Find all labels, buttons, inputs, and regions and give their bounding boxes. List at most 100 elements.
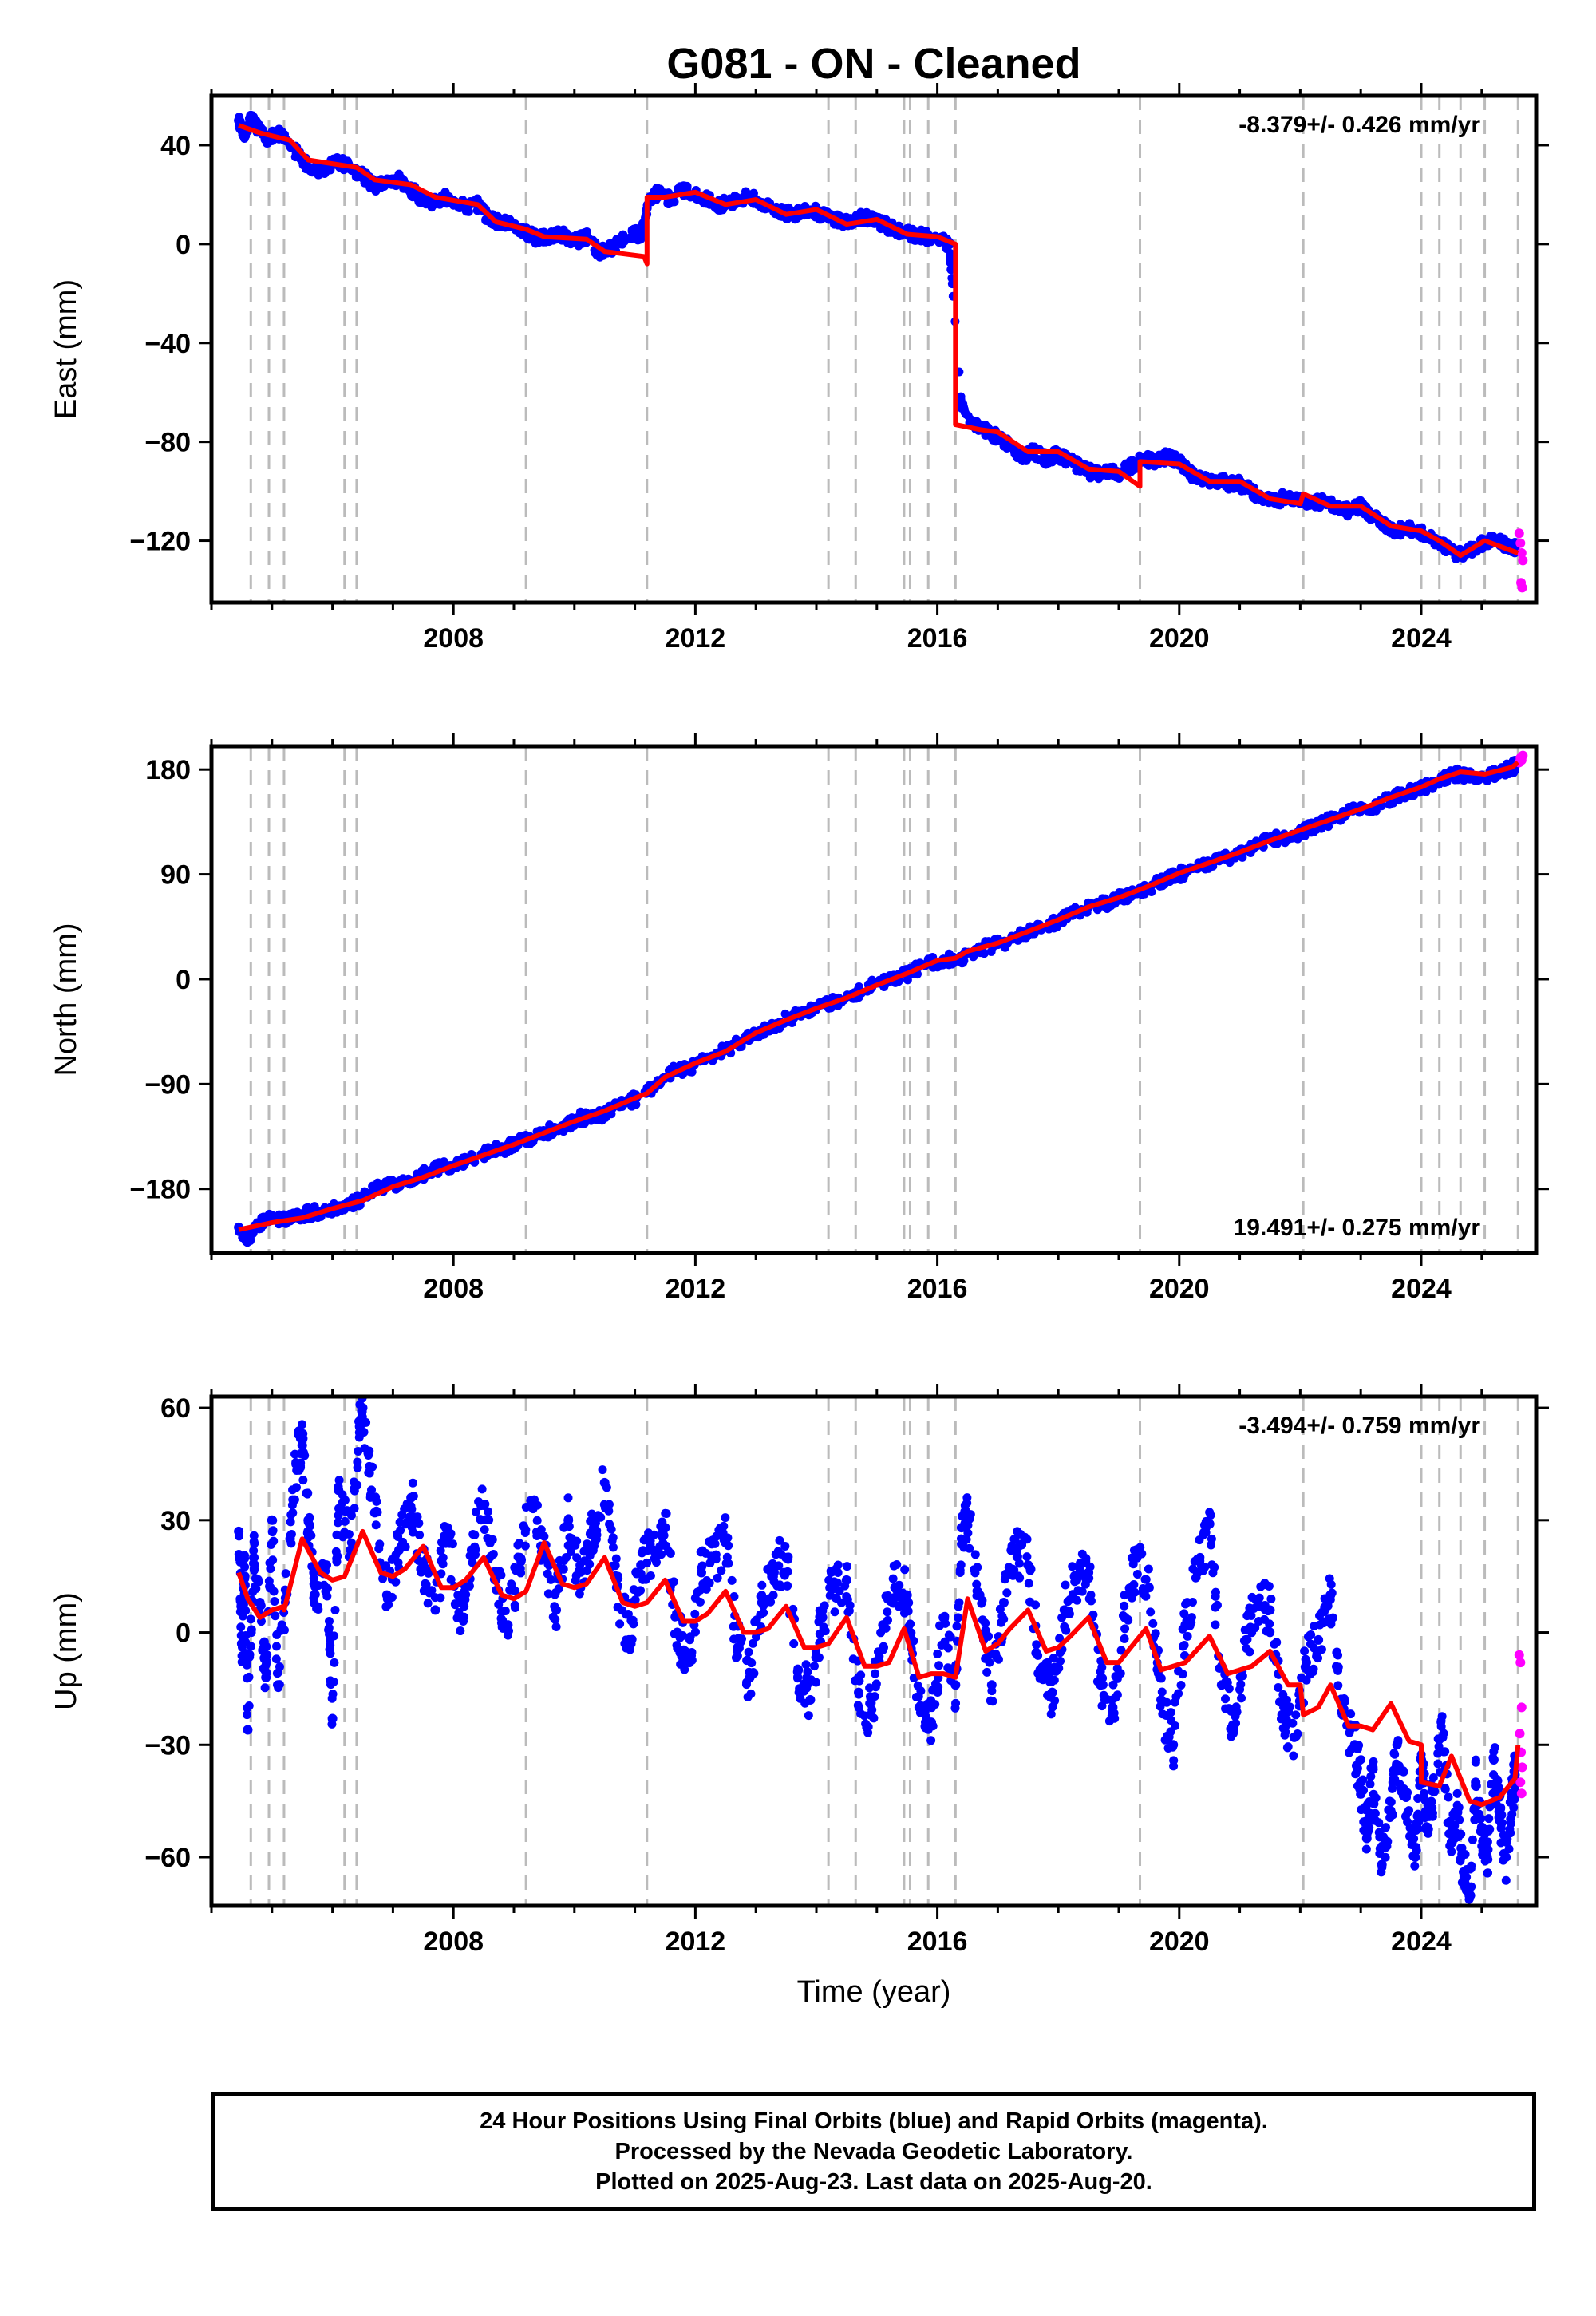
final-orbit-point [1436, 1717, 1445, 1725]
final-orbit-point [247, 1614, 255, 1623]
final-orbit-point [551, 1615, 559, 1624]
time-series-figure: G081 - ON - Cleaned 2008 2012 2016 2020 2024… [0, 0, 1596, 2316]
final-orbit-point [1472, 1756, 1480, 1765]
final-orbit-point [1278, 1710, 1287, 1720]
final-orbit-point [889, 1575, 898, 1583]
final-orbit-point [832, 1564, 840, 1573]
final-orbit-point [504, 1631, 512, 1640]
final-orbit-point [437, 1547, 445, 1555]
rapid-orbit-point [1517, 1702, 1527, 1712]
final-orbit-point [488, 1535, 497, 1544]
final-orbit-point [1497, 1820, 1506, 1828]
final-orbit-point [1389, 1749, 1398, 1757]
final-orbit-point [286, 1534, 295, 1543]
final-orbit-point [871, 1682, 880, 1691]
final-orbit-point [1260, 1615, 1269, 1624]
final-orbit-point [1471, 1777, 1480, 1787]
final-orbit-point [1452, 1808, 1462, 1817]
final-orbit-point [240, 131, 250, 140]
final-orbit-point [1332, 1648, 1341, 1657]
final-orbit-point [478, 1484, 487, 1493]
final-orbit-point [721, 1513, 729, 1522]
final-orbit-point [1393, 1740, 1402, 1749]
final-orbit-point [1060, 1622, 1069, 1631]
final-orbit-point [1211, 1592, 1220, 1601]
final-orbit-point [775, 1536, 784, 1545]
final-orbit-point [1289, 1751, 1298, 1760]
final-orbit-point [1501, 1852, 1511, 1862]
final-orbit-point [354, 1464, 362, 1472]
y-axis-label: East (mm) [49, 279, 83, 419]
final-orbit-point [843, 1562, 851, 1571]
final-orbit-point [291, 1459, 301, 1468]
final-orbit-point [856, 1670, 865, 1679]
final-orbit-point [981, 1618, 990, 1627]
y-tick-label: 0 [176, 230, 191, 260]
final-orbit-point [1120, 1634, 1129, 1643]
final-orbit-point [521, 1542, 530, 1551]
final-orbit-point [461, 1591, 470, 1599]
final-orbit-point [333, 1551, 342, 1560]
x-tick-label: 2016 [907, 1274, 968, 1304]
final-orbit-point [702, 1576, 711, 1585]
final-orbit-point [1073, 1596, 1081, 1605]
final-orbit-point [424, 1599, 433, 1607]
final-orbit-point [251, 1583, 259, 1591]
final-orbit-point [916, 1686, 925, 1695]
final-orbit-point [1317, 1645, 1326, 1654]
final-orbit-point [1345, 1749, 1353, 1757]
footer-line-3: Plotted on 2025-Aug-23. Last data on 202… [595, 2167, 1152, 2197]
final-orbit-point [338, 1532, 347, 1541]
final-orbit-point [1270, 1640, 1278, 1649]
final-orbit-point [382, 1591, 392, 1600]
final-orbit-point [1357, 1786, 1365, 1795]
x-tick-label: 2012 [666, 623, 726, 654]
final-orbit-point [1241, 1635, 1250, 1645]
final-orbit-point [1041, 454, 1051, 464]
final-orbit-point [341, 1517, 350, 1526]
final-orbit-point [1362, 1844, 1371, 1853]
final-orbit-point [1084, 1567, 1093, 1577]
y-tick-label: 0 [176, 1618, 191, 1649]
final-orbit-point [843, 1596, 851, 1605]
panel-east: 2008 2012 2016 2020 2024400−40−80−120East (m… [49, 83, 1549, 654]
final-orbit-point [249, 1553, 259, 1563]
final-orbit-point [407, 1504, 416, 1513]
final-orbit-point [861, 1719, 870, 1728]
final-orbit-point [818, 1613, 828, 1622]
final-orbit-point [1113, 1674, 1122, 1683]
final-orbit-point [555, 1556, 564, 1565]
final-orbit-point [1242, 1644, 1250, 1653]
final-orbit-point [261, 1673, 271, 1682]
final-orbit-point [717, 1566, 725, 1575]
final-orbit-point [272, 1642, 281, 1650]
final-orbit-point [600, 1478, 610, 1488]
final-orbit-point [954, 1603, 962, 1611]
final-orbit-point [615, 1619, 624, 1628]
final-orbit-point [270, 1587, 279, 1595]
footer-line-2: Processed by the Nevada Geodetic Laborat… [615, 2136, 1133, 2167]
final-orbit-point [1199, 1531, 1207, 1539]
final-orbit-point [303, 1516, 313, 1525]
final-orbit-point [325, 1623, 334, 1632]
final-orbit-point [1056, 1657, 1065, 1666]
final-orbit-point [662, 1509, 671, 1518]
final-orbit-point [1395, 1761, 1404, 1770]
final-orbit-point [1015, 1559, 1024, 1568]
final-orbit-point [1476, 1814, 1485, 1823]
final-orbit-point [999, 1614, 1008, 1623]
final-orbit-point [328, 1713, 338, 1723]
final-orbit-point [1025, 1598, 1034, 1607]
final-orbit-point [866, 1710, 875, 1720]
final-orbit-point [1403, 1817, 1412, 1826]
final-orbit-point [1061, 1580, 1069, 1589]
final-orbit-point [891, 1583, 900, 1592]
final-orbit-point [1120, 1613, 1130, 1622]
final-orbit-point [247, 1642, 255, 1650]
final-orbit-point [721, 1538, 730, 1547]
y-tick-label: 90 [160, 860, 191, 891]
final-orbit-point [298, 1429, 307, 1438]
final-orbit-point [1483, 1855, 1492, 1863]
final-orbit-point [310, 165, 319, 175]
y-tick-label: 60 [160, 1393, 191, 1424]
